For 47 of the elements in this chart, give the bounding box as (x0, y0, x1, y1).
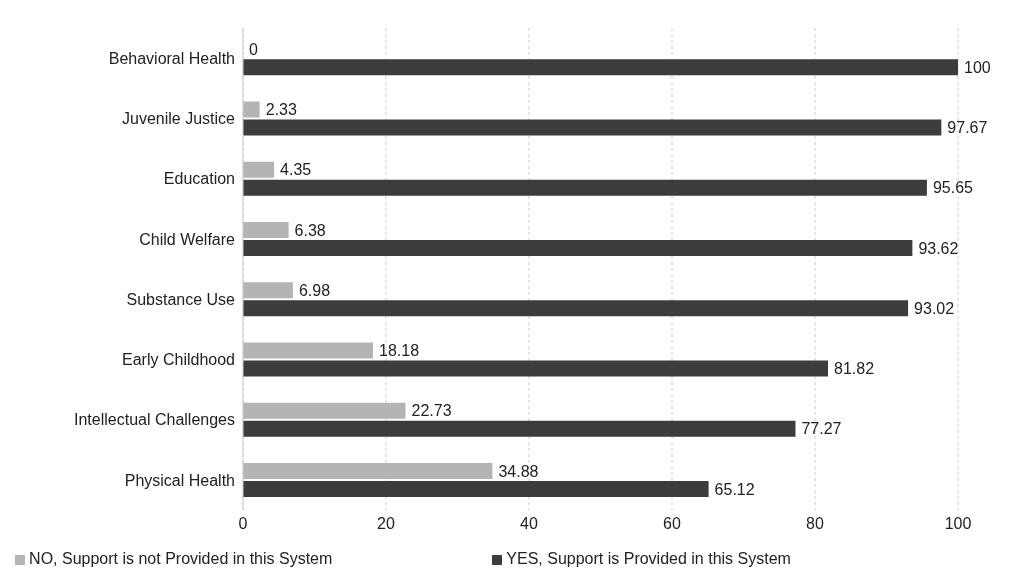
x-tick-label: 20 (377, 515, 395, 533)
data-label: 100 (964, 58, 991, 76)
y-tick-label: Behavioral Health (108, 49, 235, 67)
data-label: 0 (249, 40, 258, 58)
bar (243, 161, 275, 178)
x-tick-label: 0 (238, 515, 248, 533)
bar (243, 402, 406, 419)
bar (243, 282, 293, 299)
bar (243, 101, 260, 118)
data-label: 81.82 (834, 360, 875, 378)
y-tick-label: Physical Health (124, 471, 235, 489)
bar (243, 463, 493, 480)
data-label: 65.12 (714, 480, 755, 498)
bar (243, 360, 829, 377)
y-tick-label: Substance Use (126, 290, 236, 308)
bar (243, 179, 927, 196)
legend-label: YES, Support is Provided in this System (506, 550, 791, 567)
y-tick-label: Education (163, 170, 235, 188)
bar (243, 420, 796, 437)
bar (243, 342, 373, 359)
data-label: 95.65 (932, 179, 974, 197)
data-label: 18.18 (378, 342, 420, 360)
legend-label: NO, Support is not Provided in this System (29, 550, 333, 567)
y-tick-label: Intellectual Challenges (74, 411, 235, 429)
bar (243, 59, 958, 76)
data-label: 97.67 (947, 119, 988, 137)
data-label: 34.88 (498, 462, 539, 480)
bar (243, 119, 942, 136)
data-label: 6.98 (298, 281, 331, 299)
bar (243, 222, 289, 239)
data-label: 77.27 (801, 420, 842, 438)
x-tick-label: 100 (944, 515, 972, 533)
x-tick-label: 40 (520, 515, 538, 533)
data-label: 6.38 (294, 221, 326, 239)
data-label: 22.73 (411, 402, 452, 420)
bar (243, 481, 709, 498)
data-label: 93.62 (918, 239, 959, 257)
y-tick-label: Child Welfare (139, 230, 236, 248)
y-tick-label: Juvenile Justice (122, 110, 236, 128)
bar (243, 300, 909, 317)
data-label: 2.33 (265, 101, 297, 118)
y-tick-label: Early Childhood (122, 351, 235, 369)
data-label: 93.02 (914, 299, 955, 317)
x-tick-label: 80 (806, 515, 824, 533)
x-tick-label: 60 (663, 515, 681, 533)
data-label: 4.35 (280, 161, 312, 179)
bar (243, 240, 913, 257)
